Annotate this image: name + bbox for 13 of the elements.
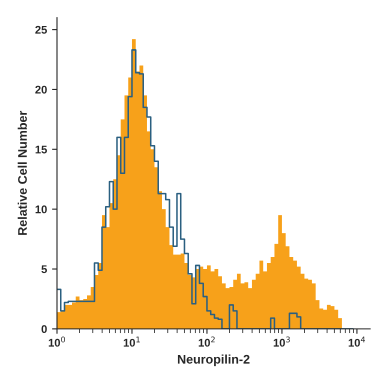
y-tick-label: 5	[41, 265, 47, 274]
y-tick-label: 10	[36, 205, 47, 214]
y-tick-label: 0	[42, 325, 47, 334]
x-tick-label: 10$^{3}$	[274, 336, 290, 347]
y-tick-label: 20	[35, 86, 47, 94]
y-axis-title: Relative Cell Number	[18, 110, 27, 235]
x-tick-label: 10$^{4}$	[348, 336, 366, 347]
x-axis-title: Neuropilin-2	[178, 354, 250, 366]
y-tick-label: 25	[35, 26, 47, 34]
x-tick-label: 10$^{2}$	[198, 336, 215, 347]
x-tick-label: 10$^{0}$	[48, 336, 66, 347]
y-tick-label: 15	[36, 146, 47, 154]
x-tick-label: 10$^{1}$	[124, 336, 140, 347]
